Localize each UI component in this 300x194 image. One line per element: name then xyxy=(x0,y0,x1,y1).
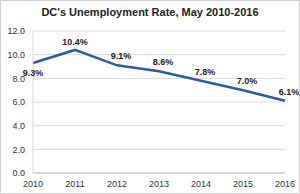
svg-text:2012: 2012 xyxy=(107,179,127,189)
svg-text:2014: 2014 xyxy=(191,179,211,189)
svg-text:2.0: 2.0 xyxy=(12,145,25,155)
svg-text:2016: 2016 xyxy=(275,179,292,189)
svg-text:12.0: 12.0 xyxy=(8,26,25,36)
svg-text:8.0: 8.0 xyxy=(12,73,25,84)
svg-text:9.3%: 9.3% xyxy=(23,68,44,78)
svg-text:10.0: 10.0 xyxy=(8,50,25,60)
svg-text:2013: 2013 xyxy=(149,179,169,189)
svg-text:10.4%: 10.4% xyxy=(62,37,88,47)
svg-text:4.0: 4.0 xyxy=(12,121,25,131)
svg-text:6.0: 6.0 xyxy=(12,97,25,107)
svg-text:7.0%: 7.0% xyxy=(237,76,258,86)
html-text:DC's Unemployment Rate, May 20: DC's Unemployment Rate, May 2010-2016 xyxy=(41,6,259,18)
svg-text:7.8%: 7.8% xyxy=(195,67,216,77)
svg-text:9.1%: 9.1% xyxy=(111,51,132,61)
svg-text:2010: 2010 xyxy=(23,179,43,189)
svg-text:6.1%: 6.1% xyxy=(279,87,292,97)
svg-text:2011: 2011 xyxy=(65,179,84,189)
svg-text:0.0: 0.0 xyxy=(12,168,25,178)
svg-text:2015: 2015 xyxy=(233,179,253,189)
svg-text:8.6%: 8.6% xyxy=(153,57,174,67)
